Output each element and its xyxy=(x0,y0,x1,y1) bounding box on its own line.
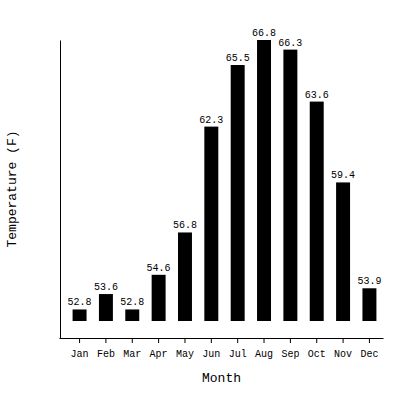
x-tick: Sep xyxy=(281,338,299,360)
x-tick-mark xyxy=(79,338,80,343)
data-label: 66.8 xyxy=(252,28,276,39)
x-tick-mark xyxy=(264,338,265,343)
bar xyxy=(362,288,376,321)
bar xyxy=(152,275,166,321)
x-axis-title: Month xyxy=(202,371,241,386)
x-tick: Oct xyxy=(308,338,326,360)
data-label: 53.9 xyxy=(357,276,381,287)
x-tick: Feb xyxy=(97,338,115,360)
x-tick-label: Nov xyxy=(334,349,352,360)
x-tick: May xyxy=(176,338,194,360)
bar xyxy=(336,182,350,321)
plot: 52.853.652.8 54.6 56.8 62.3 65.5 66.866.3 63.6… xyxy=(60,28,384,360)
x-tick-mark xyxy=(132,338,133,343)
data-label: 53.6 xyxy=(94,282,118,293)
x-tick-mark xyxy=(184,338,185,343)
x-tick: Aug xyxy=(255,338,273,360)
data-label: 52.8 xyxy=(120,297,144,308)
bars xyxy=(73,40,377,321)
x-tick-label: May xyxy=(176,349,194,360)
y-axis-title: Temperature (F) xyxy=(5,130,20,247)
bar xyxy=(310,102,324,321)
x-tick-mark xyxy=(343,338,344,343)
y-axis xyxy=(60,41,61,322)
x-tick-label: Jul xyxy=(229,349,247,360)
x-tick-mark xyxy=(105,338,106,343)
y-axis-line xyxy=(60,41,61,322)
data-label: 54.6 xyxy=(147,263,171,274)
data-label: 62.3 xyxy=(199,115,223,126)
bar xyxy=(99,294,113,321)
bar xyxy=(231,65,245,321)
bar xyxy=(73,309,87,321)
data-label: 52.8 xyxy=(68,297,92,308)
x-tick-mark xyxy=(290,338,291,343)
data-label: 56.8 xyxy=(173,220,197,231)
bar xyxy=(283,50,297,321)
data-label: 66.3 xyxy=(278,38,302,49)
bar xyxy=(178,232,192,321)
data-labels: 52.853.652.8 54.6 56.8 62.3 65.5 66.866.3 63.6… xyxy=(68,28,382,308)
x-tick: Apr xyxy=(150,338,168,360)
data-label: 65.5 xyxy=(226,53,250,64)
x-tick-label: Mar xyxy=(123,349,141,360)
x-tick-label: Aug xyxy=(255,349,273,360)
x-tick: Dec xyxy=(360,338,378,360)
x-tick-label: Apr xyxy=(150,349,168,360)
x-tick-mark xyxy=(211,338,212,343)
x-tick-label: Oct xyxy=(308,349,326,360)
y-axis-line-extension xyxy=(60,321,61,338)
x-tick-mark xyxy=(369,338,370,343)
x-axis: Jan Feb Mar Apr May Jun Jul Aug Sep Oct Nov Dec xyxy=(60,338,384,360)
data-label: 59.4 xyxy=(331,170,355,181)
x-tick: Jan xyxy=(71,338,89,360)
x-axis-line xyxy=(60,338,384,339)
x-tick-label: Sep xyxy=(281,349,299,360)
x-tick: Nov xyxy=(334,338,352,360)
x-tick-label: Dec xyxy=(360,349,378,360)
bar xyxy=(204,127,218,321)
bar xyxy=(257,40,271,321)
x-tick-label: Jan xyxy=(71,349,89,360)
chart: 52.853.652.8 54.6 56.8 62.3 65.5 66.866.3 63.6… xyxy=(0,0,400,400)
x-tick: Jun xyxy=(202,338,220,360)
x-tick-mark xyxy=(316,338,317,343)
x-tick: Jul xyxy=(229,338,247,360)
x-tick-mark xyxy=(237,338,238,343)
x-tick: Mar xyxy=(123,338,141,360)
data-label: 63.6 xyxy=(305,90,329,101)
bar xyxy=(125,309,139,321)
x-tick-label: Jun xyxy=(202,349,220,360)
x-tick-label: Feb xyxy=(97,349,115,360)
x-tick-mark xyxy=(158,338,159,343)
